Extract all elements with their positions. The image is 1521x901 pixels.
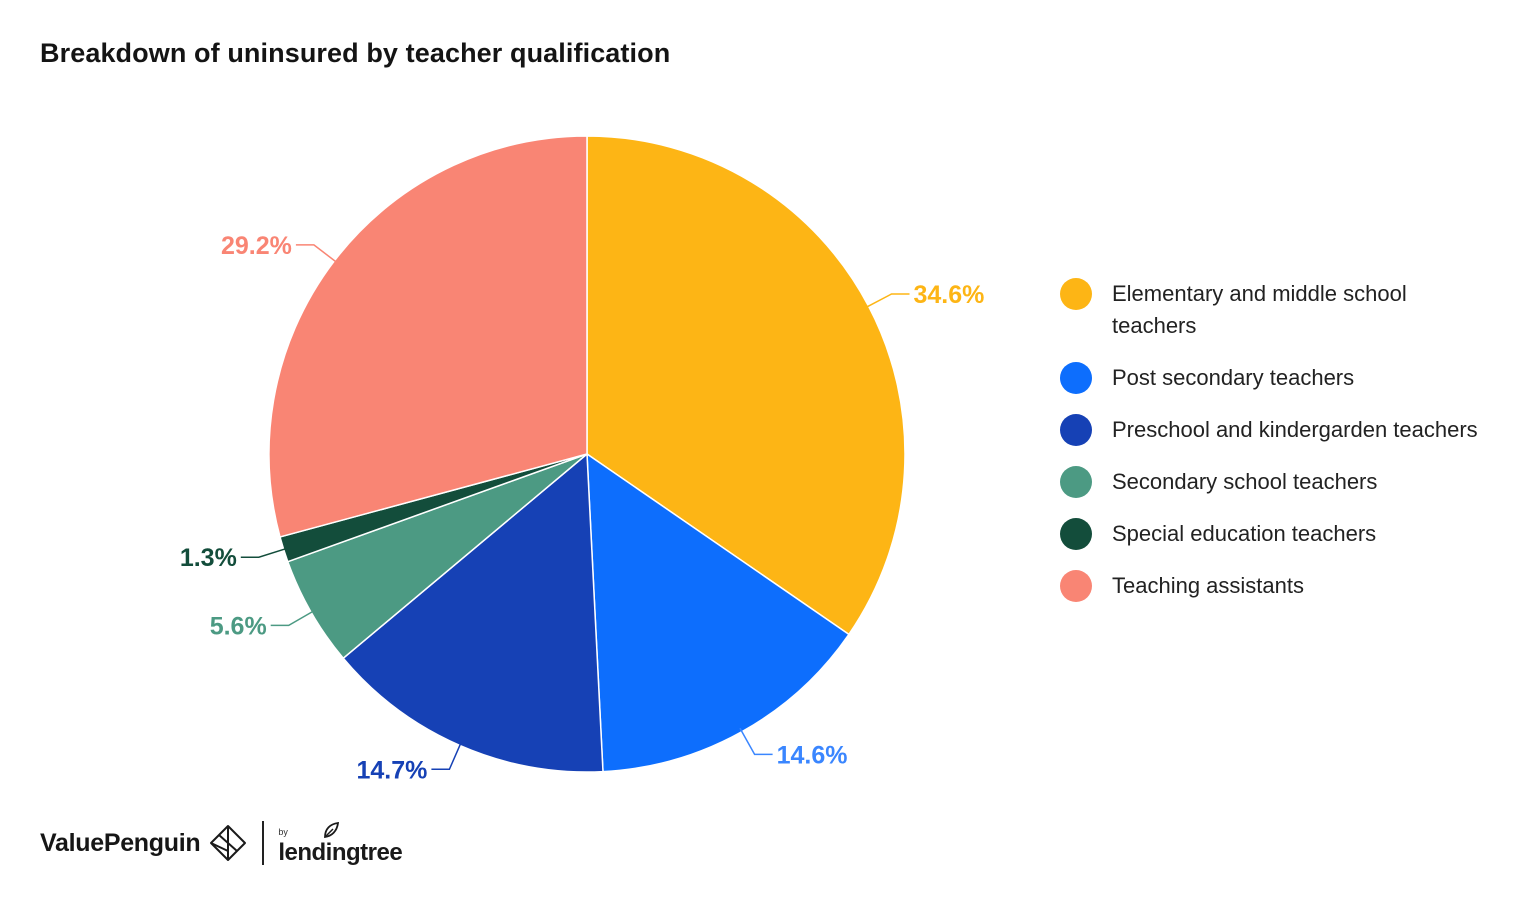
brand-divider <box>262 821 265 865</box>
leader-line <box>270 609 316 627</box>
legend-swatch <box>1060 414 1092 446</box>
valuepenguin-logo-text[interactable]: ValuePenguin <box>40 828 201 857</box>
lendingtree-text: lendingtree <box>278 839 403 866</box>
legend-swatch <box>1060 518 1092 550</box>
data-label: 34.6% <box>914 281 985 309</box>
leader-lines <box>240 244 910 771</box>
footer-branding: ValuePenguin by lendingtree <box>40 818 403 868</box>
legend-item: Secondary school teachers <box>1060 466 1480 498</box>
legend-item: Preschool and kindergarden teachers <box>1060 414 1480 446</box>
leader-line <box>431 741 463 771</box>
legend-swatch <box>1060 466 1092 498</box>
by-text: by <box>278 827 288 837</box>
legend: Elementary and middle school teachers Po… <box>1060 278 1480 622</box>
leader-line <box>295 244 339 264</box>
legend-item: Post secondary teachers <box>1060 362 1480 394</box>
data-labels: 34.6% 14.6% 14.7% 5.6% 1.3% 29.2% <box>180 232 985 784</box>
chart-title: Breakdown of uninsured by teacher qualif… <box>40 38 671 68</box>
legend-item: Teaching assistants <box>1060 570 1480 602</box>
legend-swatch <box>1060 278 1092 310</box>
data-label: 1.3% <box>180 544 237 572</box>
leader-line <box>240 547 288 558</box>
data-label: 5.6% <box>210 612 267 640</box>
leader-line <box>864 293 910 309</box>
leader-line <box>739 727 773 756</box>
legend-item: Special education teachers <box>1060 518 1480 550</box>
legend-swatch <box>1060 362 1092 394</box>
legend-label: Secondary school teachers <box>1112 469 1378 494</box>
leaf-icon <box>324 821 340 839</box>
legend-item: Elementary and middle school teachers <box>1060 278 1480 342</box>
legend-label: Special education teachers <box>1112 521 1377 546</box>
data-label: 14.7% <box>357 756 428 784</box>
legend-label: Elementary and middle school teachers <box>1112 281 1407 338</box>
valuepenguin-diamond-icon <box>210 825 247 861</box>
data-label: 14.6% <box>777 741 848 769</box>
pie-slices <box>268 135 906 773</box>
legend-label: Teaching assistants <box>1112 573 1304 598</box>
legend-label: Preschool and kindergarden teachers <box>1112 417 1478 442</box>
lendingtree-logo[interactable]: by lendingtree <box>278 821 403 866</box>
data-label: 29.2% <box>221 232 292 260</box>
legend-label: Post secondary teachers <box>1112 365 1355 390</box>
legend-swatch <box>1060 570 1092 602</box>
